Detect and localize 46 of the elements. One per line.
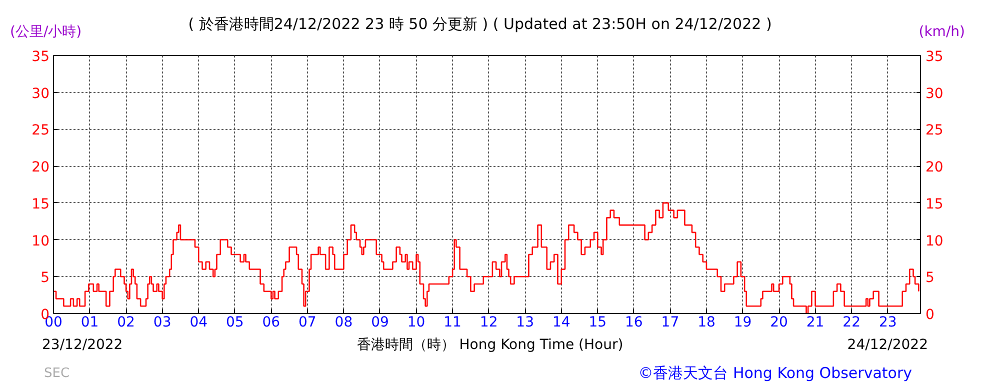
text: SEC bbox=[44, 365, 70, 383]
x-tick-label: 02 bbox=[117, 314, 135, 330]
y2-tick-label: 10 bbox=[926, 233, 944, 250]
text: ©香港天文台 Hong Kong Observatory bbox=[638, 363, 912, 384]
x-tick-label: 21 bbox=[806, 314, 824, 330]
y-tick-label: 5 bbox=[40, 270, 50, 286]
x-tick-label: 09 bbox=[371, 314, 389, 330]
x-tick-label: 12 bbox=[480, 314, 498, 330]
chart-title: ( 於香港時間24/12/2022 23 時 50 分更新 ) ( Updated at 23:50H on 24/12/2022 ) bbox=[188, 14, 772, 35]
x-axis-title: 香港時間（時） Hong Kong Time (Hour) bbox=[356, 336, 624, 355]
x-tick-label: 15 bbox=[588, 314, 607, 330]
y-tick-label: 30 bbox=[32, 86, 50, 102]
y-tick-label: 20 bbox=[32, 160, 50, 176]
x-tick-label: 11 bbox=[444, 314, 462, 330]
x-tick-label: 05 bbox=[226, 314, 244, 330]
x-tick-label: 22 bbox=[842, 314, 860, 330]
x-tick-label: 23 bbox=[878, 314, 897, 330]
y2-tick-label: 15 bbox=[926, 196, 944, 212]
y2-tick-label: 20 bbox=[926, 160, 944, 176]
x-tick-label: 01 bbox=[80, 314, 99, 330]
y-tick-label: 25 bbox=[32, 122, 50, 139]
x-tick-label: 18 bbox=[698, 314, 716, 330]
text: 24/12/2022 bbox=[847, 336, 928, 355]
x-tick-label: 06 bbox=[262, 314, 280, 330]
x-tick-label: 07 bbox=[298, 314, 316, 330]
y2-tick-label: 0 bbox=[926, 307, 934, 323]
x-tick-label: 14 bbox=[552, 314, 570, 330]
y-tick-label: 15 bbox=[32, 196, 50, 212]
text: 23/12/2022 bbox=[42, 336, 123, 355]
x-tick-label: 17 bbox=[661, 314, 680, 330]
y2-axis-title: (km/h) bbox=[918, 23, 965, 42]
y-tick-label: 35 bbox=[32, 49, 50, 65]
x-tick-label: 16 bbox=[625, 314, 643, 330]
y2-tick-label: 35 bbox=[926, 49, 944, 65]
y2-tick-label: 5 bbox=[926, 270, 934, 286]
x-tick-label: 10 bbox=[407, 314, 426, 330]
y-axis-title: (公里/小時) bbox=[10, 23, 82, 42]
x-tick-label: 08 bbox=[334, 314, 353, 330]
x-tick-label: 20 bbox=[770, 314, 788, 330]
x-tick-label: 13 bbox=[516, 314, 534, 330]
y2-tick-label: 25 bbox=[926, 122, 944, 139]
y2-tick-label: 30 bbox=[926, 86, 944, 102]
x-tick-label: 19 bbox=[734, 314, 752, 330]
y-tick-label: 10 bbox=[32, 233, 50, 250]
x-tick-label: 03 bbox=[153, 314, 172, 330]
x-tick-label: 04 bbox=[190, 314, 208, 330]
